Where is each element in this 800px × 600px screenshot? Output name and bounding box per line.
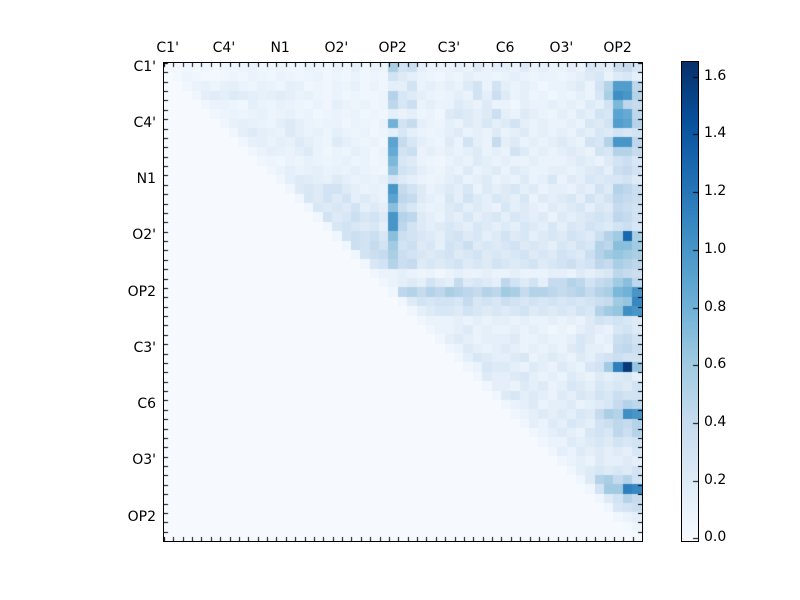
x-tick-label: O3' [549,40,574,56]
x-tick-label: C1' [156,40,179,56]
y-tick-label: C6 [137,396,156,413]
y-tick-label: O3' [132,452,156,469]
colorbar-tick-label: 1.4 [704,125,727,142]
colorbar-tick-label: 0.6 [704,356,727,373]
colorbar-tick-label: 1.0 [704,240,727,257]
y-tick-label: OP2 [127,508,156,525]
colorbar-tick-label: 0.4 [704,413,727,430]
y-tick-label: C1' [133,58,156,75]
x-tick-label: O2' [324,40,349,56]
colorbar-tick-label: 0.2 [704,471,727,488]
colorbar-tick-label: 1.2 [704,183,727,200]
y-tick-label: C4' [133,114,156,131]
colorbar-tick-label: 1.6 [704,67,727,84]
x-tick-label: OP2 [378,40,407,56]
x-tick-label: C4' [212,40,236,56]
x-tick-label: C6 [495,40,515,56]
y-tick-label: C3' [133,339,156,356]
y-tick-label: OP2 [127,283,156,300]
x-tick-label: C3' [437,40,461,56]
x-tick-label: N1 [270,40,290,56]
colorbar-canvas [681,61,699,542]
colorbar-tick-label: 0.0 [704,529,727,546]
y-tick-label: O2' [132,227,156,244]
y-tick-label: N1 [136,171,156,188]
x-tick-label: OP2 [603,40,632,56]
heatmap-canvas [163,62,643,542]
colorbar-tick-label: 0.8 [704,298,727,315]
